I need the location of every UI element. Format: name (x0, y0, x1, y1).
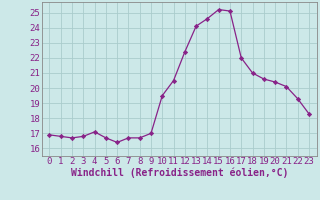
X-axis label: Windchill (Refroidissement éolien,°C): Windchill (Refroidissement éolien,°C) (70, 168, 288, 178)
